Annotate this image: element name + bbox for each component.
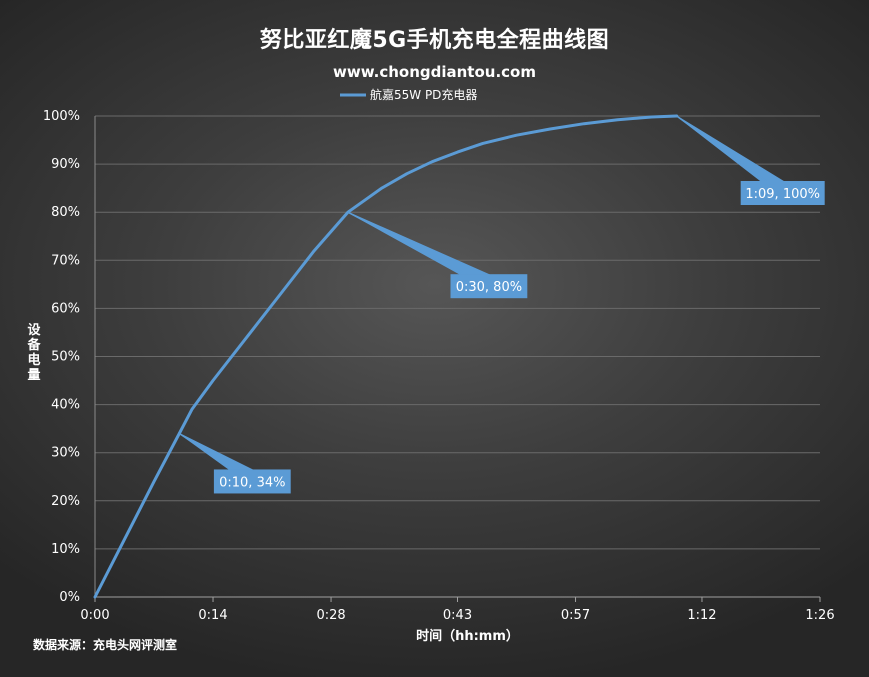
y-tick-label: 20% [51,494,80,509]
y-tick-label: 10% [51,542,80,557]
callout-box [213,469,291,494]
chart-subtitle: www.chongdiantou.com [333,63,536,81]
callout-label: 0:30, 80% [456,280,522,295]
legend-label: 航嘉55W PD充电器 [370,87,477,102]
callout-label: 0:10, 34% [219,475,285,490]
callout-box [740,181,825,205]
data-callout: 0:10, 34% [178,432,291,494]
y-axis-title-char: 量 [27,368,40,383]
y-axis-title-char: 备 [26,337,41,353]
data-callout: 0:30, 80% [347,211,528,299]
y-tick-label: 90% [51,157,80,172]
data-source-note: 数据来源：充电头网评测室 [33,638,178,652]
callout-leader [676,115,784,194]
y-tick-label: 40% [51,398,80,413]
chart-title: 努比亚红魔5G手机充电全程曲线图 [259,28,610,53]
y-tick-label: 100% [43,109,80,124]
y-tick-label: 70% [51,253,80,268]
callout-box [450,274,528,299]
y-axis-title-char: 设 [27,323,41,338]
y-tick-label: 60% [51,301,80,316]
x-tick-label: 0:00 [80,608,109,623]
x-tick-label: 0:14 [198,608,227,623]
y-axis-title-char: 电 [27,352,40,368]
x-tick-label: 1:12 [687,608,716,623]
series-line [93,114,679,599]
y-tick-label: 50% [51,350,80,365]
legend: 航嘉55W PD充电器 [340,87,477,102]
x-tick-label: 0:57 [561,608,590,623]
x-tick-label: 0:43 [443,608,472,623]
callout-label: 1:09, 100% [745,187,820,202]
y-tick-label: 30% [51,446,80,461]
y-tick-label: 0% [59,590,80,605]
data-callout: 1:09, 100% [676,115,825,205]
x-tick-label: 1:26 [805,608,834,623]
x-axis-title: 时间（hh:mm） [416,628,519,644]
y-tick-label: 80% [51,205,80,220]
callout-leader [347,211,490,287]
x-tick-label: 0:28 [316,608,345,623]
